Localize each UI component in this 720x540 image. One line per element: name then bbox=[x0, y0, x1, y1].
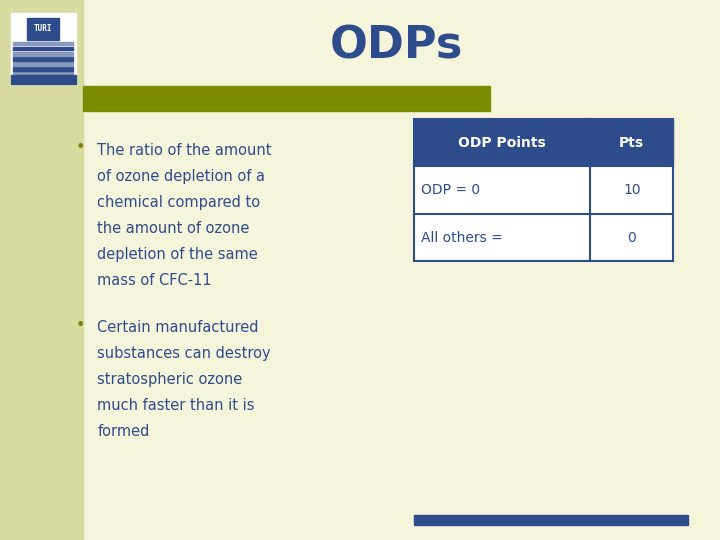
Text: of ozone depletion of a: of ozone depletion of a bbox=[97, 169, 265, 184]
Text: 0: 0 bbox=[627, 231, 636, 245]
Text: ODP = 0: ODP = 0 bbox=[421, 183, 480, 197]
Bar bbox=[13, 77, 73, 81]
Bar bbox=[13, 46, 73, 50]
Text: The ratio of the amount: The ratio of the amount bbox=[97, 143, 271, 158]
Text: substances can destroy: substances can destroy bbox=[97, 346, 271, 361]
Text: Pts: Pts bbox=[619, 136, 644, 150]
Bar bbox=[414, 515, 688, 525]
Bar bbox=[13, 52, 73, 56]
Bar bbox=[0, 0, 83, 540]
Text: All others =: All others = bbox=[421, 231, 503, 245]
Bar bbox=[414, 119, 590, 166]
Bar bbox=[13, 72, 73, 76]
Bar bbox=[13, 62, 73, 66]
Text: Certain manufactured: Certain manufactured bbox=[97, 320, 258, 335]
Bar bbox=[27, 18, 59, 40]
Text: chemical compared to: chemical compared to bbox=[97, 195, 261, 210]
Bar bbox=[11, 75, 76, 84]
Text: 10: 10 bbox=[623, 183, 641, 197]
Bar bbox=[11, 14, 76, 84]
Bar bbox=[83, 86, 490, 111]
Text: ODP Points: ODP Points bbox=[459, 136, 546, 150]
Bar bbox=[13, 57, 73, 60]
Bar bbox=[13, 42, 73, 45]
Bar bbox=[13, 67, 73, 71]
Text: much faster than it is: much faster than it is bbox=[97, 398, 255, 413]
Text: •: • bbox=[76, 140, 85, 156]
Text: ODPs: ODPs bbox=[329, 24, 463, 68]
Text: the amount of ozone: the amount of ozone bbox=[97, 221, 250, 236]
Text: formed: formed bbox=[97, 424, 150, 439]
Text: depletion of the same: depletion of the same bbox=[97, 247, 258, 262]
Bar bbox=[590, 119, 673, 166]
Bar bbox=[414, 214, 673, 261]
Bar bbox=[414, 119, 673, 261]
Bar bbox=[414, 166, 673, 214]
Text: •: • bbox=[76, 318, 85, 333]
Text: stratospheric ozone: stratospheric ozone bbox=[97, 372, 243, 387]
Text: mass of CFC-11: mass of CFC-11 bbox=[97, 273, 212, 288]
Text: TURI: TURI bbox=[34, 24, 53, 33]
